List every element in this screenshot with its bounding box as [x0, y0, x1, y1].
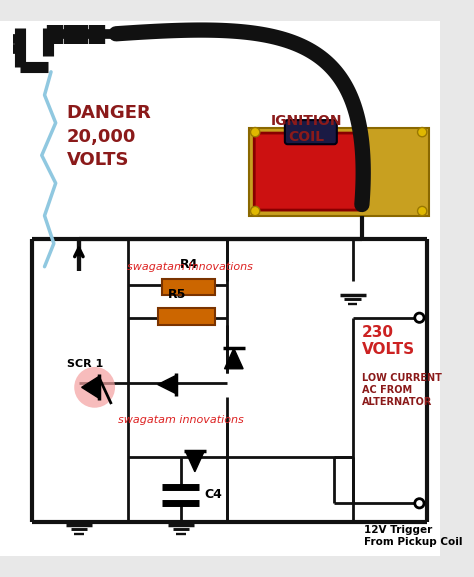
Circle shape	[415, 499, 424, 508]
Text: DANGER
20,000
VOLTS: DANGER 20,000 VOLTS	[67, 104, 152, 170]
Circle shape	[251, 207, 260, 216]
Polygon shape	[158, 375, 176, 394]
Polygon shape	[225, 349, 243, 369]
Text: 230
VOLTS: 230 VOLTS	[362, 325, 415, 357]
Text: R4: R4	[180, 258, 198, 271]
Bar	[158, 309, 215, 325]
Polygon shape	[82, 376, 99, 399]
Circle shape	[418, 207, 427, 216]
Text: swagatam Innovations: swagatam Innovations	[128, 262, 253, 272]
FancyBboxPatch shape	[254, 133, 365, 210]
FancyBboxPatch shape	[285, 120, 337, 144]
Bar	[249, 128, 428, 216]
Circle shape	[74, 367, 115, 408]
Text: SCR 1: SCR 1	[67, 359, 103, 369]
Text: LOW CURRENT
AC FROM
ALTERNATOR: LOW CURRENT AC FROM ALTERNATOR	[362, 373, 442, 407]
Polygon shape	[186, 451, 204, 472]
Circle shape	[418, 128, 427, 137]
Circle shape	[415, 313, 424, 323]
Bar	[163, 279, 215, 294]
Text: IGNITION
COIL: IGNITION COIL	[271, 114, 342, 144]
Text: R5: R5	[168, 288, 186, 301]
Text: swagatam innovations: swagatam innovations	[118, 415, 244, 425]
Text: 12V Trigger
From Pickup Coil: 12V Trigger From Pickup Coil	[364, 524, 462, 547]
Text: C4: C4	[204, 489, 222, 501]
Circle shape	[251, 128, 260, 137]
